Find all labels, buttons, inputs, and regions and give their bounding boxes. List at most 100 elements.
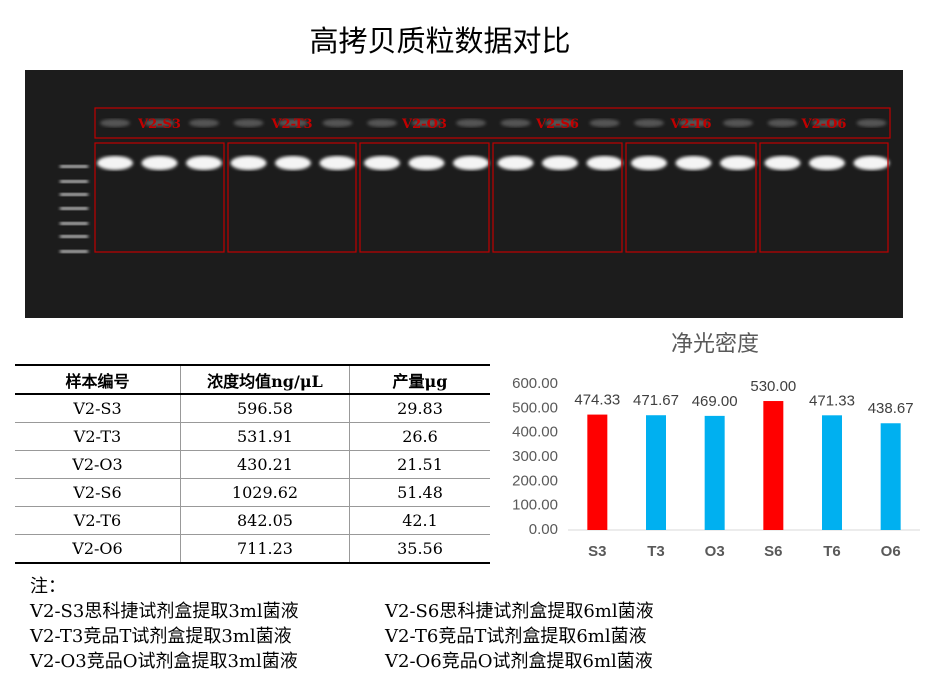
well [812,119,842,127]
y-tick-label: 400.00 [512,424,558,441]
band [542,156,578,170]
x-tick-label: S3 [588,543,606,560]
table-cell: 42.1 [349,506,490,535]
well [367,119,397,127]
well [189,119,219,127]
band [186,156,222,170]
band [586,156,623,170]
note: V2-T3竞品T试剂盒提取3ml菌液 [30,626,292,647]
bar-chart: 净光密度 0.00 100.00 200.00 300.00 400.00 500.00 6… [512,331,920,560]
lane-label: V2-T6 [669,117,711,132]
well [278,119,308,127]
table-row: V2-O3 430.21 21.51 [15,450,490,479]
notes: 注： V2-S3思科捷试剂盒提取3ml菌液 V2-S6思科捷试剂盒提取6ml菌液 V2… [30,574,740,674]
table-cell: 430.21 [180,450,350,479]
well [634,119,664,127]
lane-box [94,142,225,253]
value-label: 474.33 [574,392,620,409]
band [364,156,400,170]
table-cell: V2-S3 [15,393,181,423]
x-tick-label: T3 [647,543,665,560]
band [319,156,356,170]
value-label: 471.33 [809,392,855,409]
note: V2-S3思科捷试剂盒提取3ml菌液 [30,601,299,622]
band [141,156,178,170]
ladder-band [60,180,88,183]
lane-box [227,142,357,253]
well [233,119,264,127]
x-tick-label: T6 [823,543,841,560]
well [411,119,442,127]
y-tick-label: 300.00 [512,448,558,465]
lane-box [492,142,623,253]
bar [822,415,842,530]
table-cell: 531.91 [180,422,350,451]
y-tick-label: 200.00 [512,472,558,489]
ladder-band [60,207,88,210]
ladder-band [60,250,88,253]
band [853,156,890,170]
well [678,119,709,127]
y-tick-label: 100.00 [512,497,558,514]
table-cell: 711.23 [180,534,350,564]
table-cell: 842.05 [180,506,350,535]
lane-label: V2-S3 [137,117,181,132]
table-cell: 1029.62 [180,478,350,507]
bar [763,401,784,530]
table-cell: V2-S6 [15,478,181,507]
y-tick-label: 0.00 [529,521,558,538]
table-cell: 51.48 [349,478,490,507]
title: 高拷贝质粒数据对比 [309,24,571,58]
x-tick-label: S6 [764,543,782,560]
band [675,156,712,170]
ladder-band [60,165,88,168]
lane-box [759,142,889,253]
band [408,156,445,170]
column-header: 产量μg [349,364,490,395]
band [720,156,756,170]
table-cell: 21.51 [349,450,490,479]
band [764,156,801,170]
bar [646,415,666,530]
table-cell: 29.83 [349,393,490,423]
table-cell: V2-O6 [15,534,181,564]
lane-box [359,142,490,253]
band [230,156,267,170]
band [631,156,667,170]
table-cell: 596.58 [180,393,350,423]
lane-label: V2-S6 [535,117,579,132]
well [723,119,753,127]
band [275,156,311,170]
band [453,156,489,170]
x-tick-label: O3 [705,543,725,560]
y-tick-label: 600.00 [512,375,558,392]
table-row: V2-T3 531.91 26.6 [15,422,490,451]
well [500,119,531,127]
value-label: 530.00 [750,378,796,395]
notes-row: V2-S3思科捷试剂盒提取3ml菌液 V2-S6思科捷试剂盒提取6ml菌液 [30,599,740,624]
notes-heading: 注： [30,576,66,597]
table-row: V2-S6 1029.62 51.48 [15,478,490,507]
well [856,119,887,127]
x-tick-label: O6 [881,543,901,560]
well [589,119,620,127]
well [545,119,575,127]
table-row: V2-O6 711.23 35.56 [15,534,490,564]
ladder-band [60,235,88,238]
band [497,156,534,170]
well [456,119,486,127]
note: V2-O3竞品O试剂盒提取3ml菌液 [30,651,298,672]
note: V2-O6竞品O试剂盒提取6ml菌液 [385,651,653,672]
note: V2-S6思科捷试剂盒提取6ml菌液 [385,601,654,622]
band [809,156,845,170]
bar [704,415,725,530]
data-table: 样本编号 浓度均值ng/μL 产量μg V2-S3 596.58 29.83 V2-T3 53… [15,364,490,564]
bar [880,423,901,530]
label-box [94,107,891,139]
table-row: V2-S3 596.58 29.83 [15,393,490,423]
notes-row: V2-O3竞品O试剂盒提取3ml菌液 V2-O6竞品O试剂盒提取6ml菌液 [30,649,740,674]
well [322,119,353,127]
gel-background [25,70,903,318]
table-cell: V2-T6 [15,506,181,535]
